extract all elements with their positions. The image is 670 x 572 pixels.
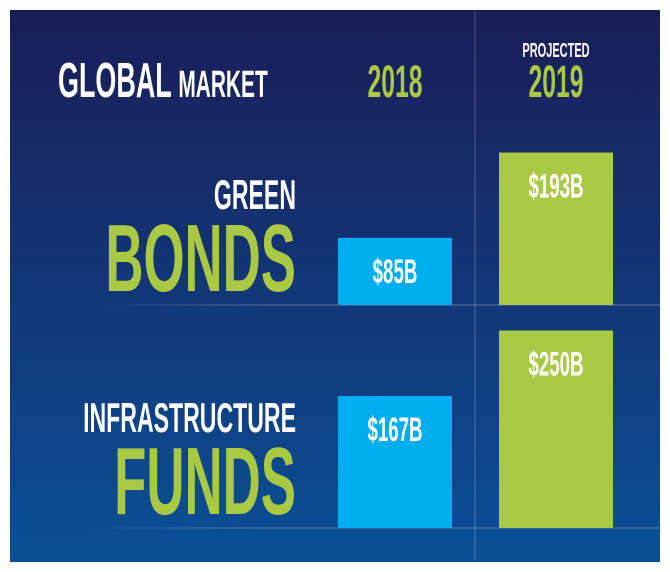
value-label: $193B [528, 167, 583, 205]
bar [499, 330, 613, 528]
category-label-main: FUNDS [114, 428, 296, 535]
category-label-top: INFRASTRUCTURE [83, 395, 296, 442]
title-main: GLOBAL [58, 54, 172, 109]
value-label: $85B [373, 252, 418, 290]
bar [499, 152, 613, 305]
category-label-top: GREEN [214, 172, 296, 219]
title-rest: MARKET [178, 64, 268, 106]
chart-title: GLOBAL MARKET [58, 54, 268, 109]
category-label-main: BONDS [105, 205, 296, 312]
legend-label: 2018 [367, 56, 422, 107]
bar [338, 396, 452, 528]
value-label: $167B [367, 410, 422, 448]
legend-annotation: PROJECTED [522, 40, 589, 62]
value-label: $250B [528, 345, 583, 383]
legend-label: 2019 [528, 56, 583, 107]
bar [338, 237, 452, 305]
